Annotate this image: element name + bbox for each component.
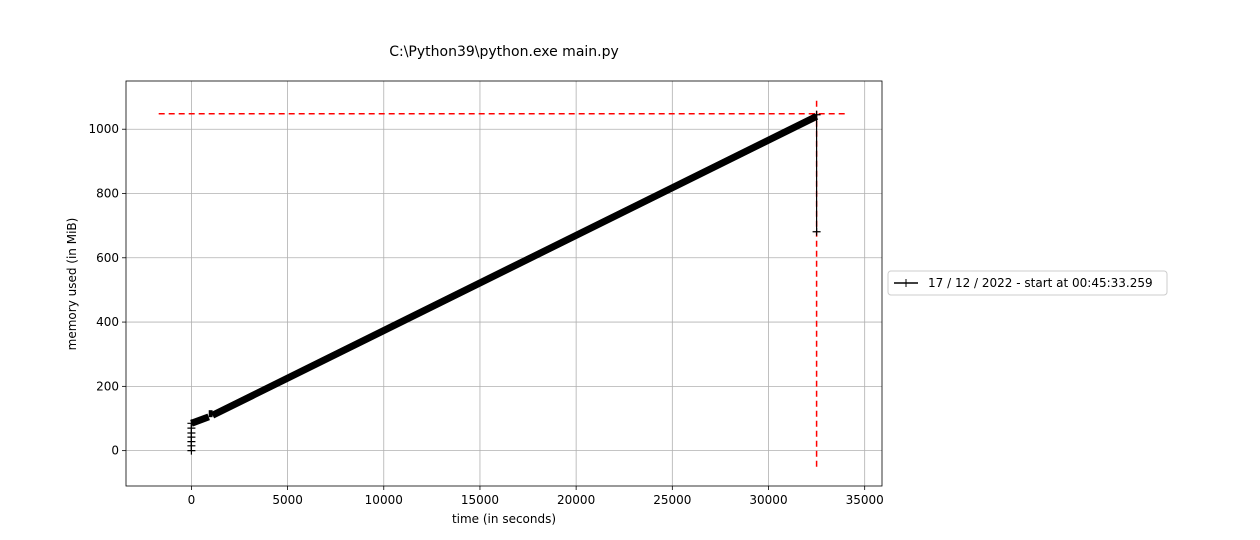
grid: [126, 81, 882, 486]
series-point-marker: [187, 419, 196, 428]
x-tick-label: 35000: [846, 493, 884, 507]
series-point-marker: [812, 227, 821, 236]
series-line: [211, 113, 819, 419]
x-tick-label: 25000: [653, 493, 691, 507]
plot-area-frame: [125, 80, 883, 487]
chart-title: C:\Python39\python.exe main.py: [389, 44, 619, 60]
legend-frame: [887, 270, 1168, 296]
y-tick-label: 200: [96, 379, 119, 393]
y-axis-title: memory used (in MiB): [65, 218, 79, 351]
legend-label: 17 / 12 / 2022 - start at 00:45:33.259: [928, 276, 1153, 290]
y-tick-label: 800: [96, 187, 119, 201]
x-tick-label: 10000: [365, 493, 403, 507]
y-tick-label: 400: [96, 315, 119, 329]
x-tick-label: 15000: [461, 493, 499, 507]
y-tick-label: 0: [111, 444, 119, 458]
series-point-marker: [812, 110, 821, 119]
legend-marker-plus: [902, 279, 910, 287]
y-tick-label: 600: [96, 251, 119, 265]
x-tick-label: 20000: [557, 493, 595, 507]
series-line: [190, 413, 210, 427]
y-tick-label: 1000: [88, 122, 119, 136]
x-axis-ticks: 0 5000 10000 15000 20000 25000 30000 35000: [188, 486, 884, 507]
series-layer: [187, 110, 821, 455]
x-tick-label: 5000: [272, 493, 303, 507]
legend: 17 / 12 / 2022 - start at 00:45:33.259: [887, 270, 1168, 296]
y-axis-ticks: 0 200 400 600 800 1000: [88, 122, 126, 458]
reference-lines: [158, 97, 848, 467]
x-axis-title: time (in seconds): [452, 512, 556, 526]
x-tick-label: 0: [188, 493, 196, 507]
x-tick-label: 30000: [749, 493, 787, 507]
